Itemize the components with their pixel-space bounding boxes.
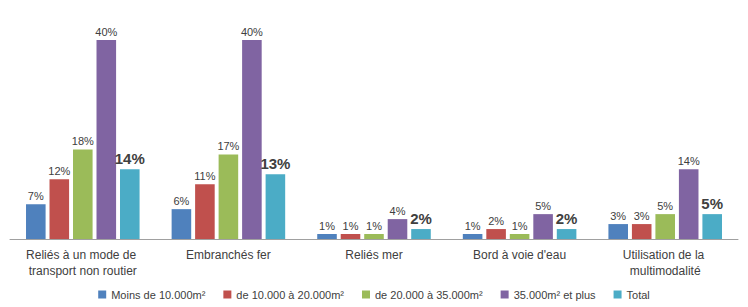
svg-text:1%: 1% xyxy=(512,220,528,232)
svg-text:2%: 2% xyxy=(556,210,578,227)
svg-text:de 10.000 à 20.000m²: de 10.000 à 20.000m² xyxy=(236,289,344,301)
svg-text:13%: 13% xyxy=(260,155,290,172)
svg-text:14%: 14% xyxy=(115,150,145,167)
svg-text:Reliés à un mode de: Reliés à un mode de xyxy=(26,248,139,262)
svg-text:11%: 11% xyxy=(194,170,215,182)
svg-text:3%: 3% xyxy=(634,210,650,222)
svg-text:5%: 5% xyxy=(535,200,551,212)
svg-text:2%: 2% xyxy=(488,215,504,227)
svg-text:Bord à voie d'eau: Bord à voie d'eau xyxy=(473,248,566,262)
svg-text:14%: 14% xyxy=(678,155,700,167)
svg-text:40%: 40% xyxy=(241,26,263,38)
svg-text:Utilisation de la: Utilisation de la xyxy=(623,248,708,262)
svg-text:40%: 40% xyxy=(95,26,117,38)
svg-text:5%: 5% xyxy=(657,200,673,212)
svg-text:Embranchés fer: Embranchés fer xyxy=(186,248,271,262)
svg-text:Total: Total xyxy=(627,289,650,301)
svg-text:1%: 1% xyxy=(343,220,359,232)
svg-text:1%: 1% xyxy=(366,220,382,232)
svg-text:1%: 1% xyxy=(465,220,481,232)
svg-text:4%: 4% xyxy=(390,205,406,217)
svg-text:multimodalité: multimodalité xyxy=(630,264,701,278)
svg-text:5%: 5% xyxy=(701,195,723,212)
svg-text:17%: 17% xyxy=(217,140,239,152)
svg-text:1%: 1% xyxy=(319,220,335,232)
svg-text:7%: 7% xyxy=(28,190,44,202)
svg-text:transport non routier: transport non routier xyxy=(29,264,137,278)
svg-text:2%: 2% xyxy=(410,210,432,227)
svg-text:35.000m² et plus: 35.000m² et plus xyxy=(514,289,596,301)
svg-text:12%: 12% xyxy=(48,165,70,177)
svg-text:3%: 3% xyxy=(610,210,626,222)
svg-text:Reliés mer: Reliés mer xyxy=(345,248,402,262)
svg-text:6%: 6% xyxy=(173,195,189,207)
svg-text:de 20.000 à 35.000m²: de 20.000 à 35.000m² xyxy=(375,289,483,301)
svg-text:18%: 18% xyxy=(72,135,94,147)
svg-text:Moins de 10.000m²: Moins de 10.000m² xyxy=(111,289,205,301)
